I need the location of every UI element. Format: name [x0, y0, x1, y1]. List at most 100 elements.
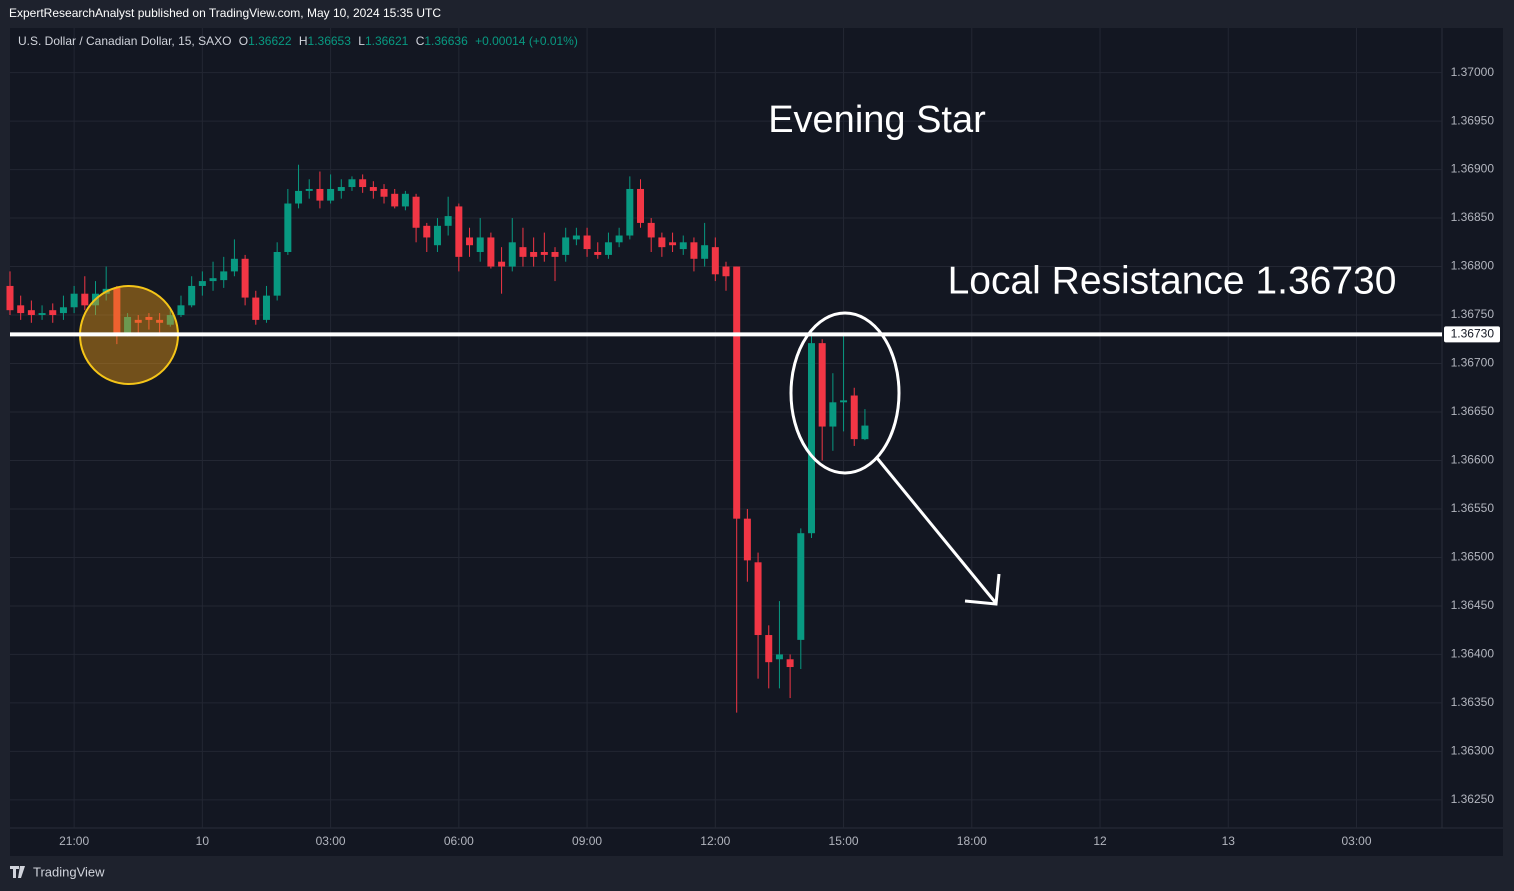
- candle-body: [487, 237, 495, 267]
- candle-body: [455, 206, 463, 257]
- grid: [10, 28, 1442, 828]
- x-tick-label: 13: [1222, 834, 1236, 848]
- candle-body: [295, 190, 303, 204]
- y-tick-label: 1.36550: [1451, 501, 1495, 515]
- candle-body: [81, 293, 89, 306]
- candle-body: [444, 216, 452, 226]
- candle-body: [669, 242, 677, 246]
- y-tick-label: 1.36350: [1451, 695, 1495, 709]
- publisher: ExpertResearchAnalyst published on Tradi…: [9, 6, 441, 20]
- candle-body: [818, 343, 826, 427]
- candle-body: [540, 252, 548, 255]
- candle-body: [284, 203, 292, 252]
- x-tick-label: 09:00: [572, 834, 602, 848]
- candle-body: [70, 293, 78, 308]
- y-tick-label: 1.36650: [1451, 404, 1495, 418]
- candle-body: [850, 395, 858, 440]
- c-value: 1.36636: [424, 34, 468, 48]
- plot-background: [10, 28, 1503, 856]
- candle-body: [786, 659, 794, 668]
- candle-body: [113, 287, 121, 335]
- x-tick-label: 18:00: [957, 834, 987, 848]
- change: +0.00014 (+0.01%): [475, 34, 578, 48]
- resistance-label-box: [1444, 326, 1500, 343]
- candle-body: [637, 188, 645, 223]
- y-tick-label: 1.36700: [1451, 356, 1495, 370]
- y-tick-label: 1.36950: [1451, 113, 1495, 127]
- resistance-label: 1.36730: [1451, 327, 1495, 341]
- candle-body: [861, 425, 869, 440]
- pattern-ellipse: [789, 311, 901, 475]
- candle-body: [797, 533, 805, 640]
- candle-body: [305, 188, 313, 191]
- o-label: O: [239, 34, 248, 48]
- y-tick-label: 1.36900: [1451, 162, 1495, 176]
- candle-body: [401, 193, 409, 207]
- annotation: Local Resistance 1.36730: [948, 259, 1397, 302]
- candle-body: [594, 252, 602, 255]
- y-tick-label: 1.36400: [1451, 647, 1495, 661]
- candle-body: [562, 237, 570, 255]
- candle-body: [647, 222, 655, 238]
- candle-body: [252, 297, 260, 320]
- l-value: 1.36621: [365, 34, 409, 48]
- x-tick-label: 12: [1093, 834, 1107, 848]
- legend: U.S. Dollar / Canadian Dollar, 15, SAXO …: [18, 34, 578, 48]
- candle-body: [369, 187, 377, 191]
- candle-body: [273, 252, 281, 296]
- candle-body: [423, 225, 431, 238]
- y-tick-label: 1.36450: [1451, 598, 1495, 612]
- candle-body: [733, 266, 741, 519]
- candle-body: [134, 319, 142, 323]
- candle-body: [604, 242, 612, 255]
- candle-body: [337, 187, 345, 191]
- candle-body: [6, 285, 14, 311]
- y-tick-label: 1.36600: [1451, 453, 1495, 467]
- h-label: H: [299, 34, 308, 48]
- candle-body: [498, 261, 506, 267]
- candle-body: [391, 193, 399, 207]
- candle-body: [690, 242, 698, 259]
- candle-body: [765, 635, 773, 663]
- candle-body: [754, 562, 762, 636]
- y-tick-label: 1.37000: [1451, 65, 1495, 79]
- x-tick-label: 10: [196, 834, 210, 848]
- candle-body: [262, 295, 270, 320]
- y-tick-label: 1.36250: [1451, 792, 1495, 806]
- candle-body: [711, 247, 719, 275]
- x-tick-label: 06:00: [444, 834, 474, 848]
- candle-body: [166, 315, 174, 325]
- annotation: Evening Star: [768, 99, 986, 141]
- h-value: 1.36653: [308, 34, 352, 48]
- brand: TradingView: [33, 864, 105, 879]
- candle-body: [807, 343, 815, 534]
- candle-body: [466, 237, 474, 246]
- candle-body: [49, 310, 57, 316]
- y-tick-label: 1.36800: [1451, 259, 1495, 273]
- x-tick-label: 03:00: [316, 834, 346, 848]
- candle-body: [722, 266, 730, 277]
- c-label: C: [416, 34, 425, 48]
- candle-body: [572, 235, 580, 240]
- symbol: U.S. Dollar / Canadian Dollar, 15, SAXO: [18, 34, 231, 48]
- candle-body: [658, 237, 666, 248]
- candle-body: [59, 307, 67, 314]
- candle-body: [209, 278, 217, 282]
- candle-body: [626, 188, 634, 236]
- candle-body: [743, 518, 751, 561]
- candle-body: [476, 237, 484, 252]
- candle-body: [124, 316, 132, 335]
- candle-body: [220, 271, 228, 281]
- candle-body: [17, 305, 25, 314]
- candle-body: [412, 196, 420, 228]
- candles: [6, 164, 869, 713]
- candle-body: [241, 258, 249, 298]
- candle-body: [177, 305, 185, 316]
- candle-body: [359, 179, 367, 188]
- candle-body: [198, 281, 206, 286]
- candle-body: [230, 258, 238, 272]
- candle-body: [519, 247, 527, 257]
- candle-body: [316, 188, 324, 201]
